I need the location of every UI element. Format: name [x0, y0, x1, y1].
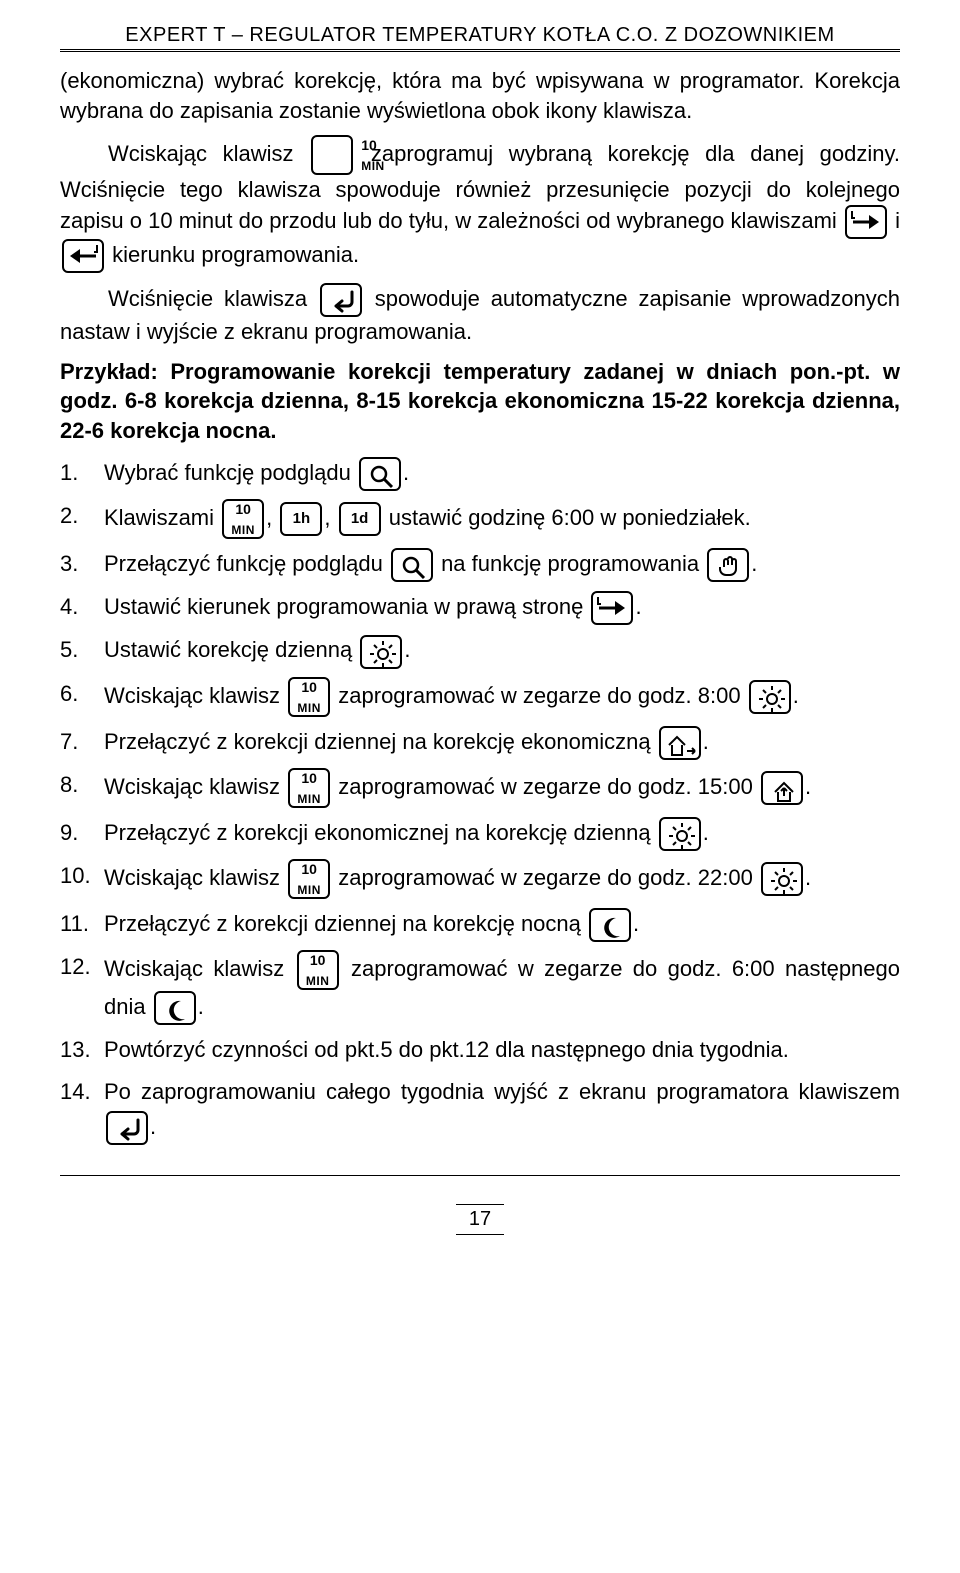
body-text: (ekonomiczna) wybrać korekcję, która ma …: [60, 66, 900, 446]
step-13: Powtórzyć czynności od pkt.5 do pkt.12 d…: [60, 1033, 900, 1067]
intro-para-2: Wciskając klawisz 10 MIN zaprogramuj wyb…: [60, 135, 900, 273]
document-page: EXPERT T – REGULATOR TEMPERATURY KOTŁA C…: [0, 0, 960, 1255]
intro-para-1: (ekonomiczna) wybrać korekcję, która ma …: [60, 66, 900, 125]
key-eco-icon: [659, 726, 701, 760]
key-house-up-icon: [761, 771, 803, 805]
header-rule: [60, 49, 900, 52]
key-1d-icon: 1d: [339, 502, 381, 536]
key-10min-icon: 10 MIN: [288, 768, 330, 808]
step-8: Wciskając klawisz 10 MIN zaprogramować w…: [60, 768, 900, 808]
key-moon-icon: [589, 908, 631, 942]
example-heading: Przykład: Programowanie korekcji tempera…: [60, 357, 900, 446]
page-header: EXPERT T – REGULATOR TEMPERATURY KOTŁA C…: [60, 24, 900, 47]
key-preview-icon: [359, 457, 401, 491]
step-9: Przełączyć z korekcji ekonomicznej na ko…: [60, 816, 900, 851]
key-10min-icon: 10 MIN: [311, 135, 353, 175]
page-number: 17: [456, 1204, 504, 1235]
key-sun-icon: [749, 680, 791, 714]
step-4: Ustawić kierunek programowania w prawą s…: [60, 590, 900, 625]
key-10min-icon: 10 MIN: [222, 499, 264, 539]
step-2: Klawiszami 10 MIN , 1h, 1d ustawić godzi…: [60, 499, 900, 539]
step-6: Wciskając klawisz 10 MIN zaprogramować w…: [60, 677, 900, 717]
step-14: Po zaprogramowaniu całego tygodnia wyjść…: [60, 1075, 900, 1144]
steps-list: Wybrać funkcję podglądu . Klawiszami 10 …: [60, 456, 900, 1145]
step-10: Wciskając klawisz 10 MIN zaprogramować w…: [60, 859, 900, 899]
key-sun-icon: [659, 817, 701, 851]
step-7: Przełączyć z korekcji dziennej na korekc…: [60, 725, 900, 760]
key-preview-icon: [391, 548, 433, 582]
key-return-icon: [320, 283, 362, 317]
step-3: Przełączyć funkcję podglądu na funkcję p…: [60, 547, 900, 582]
step-11: Przełączyć z korekcji dziennej na korekc…: [60, 907, 900, 942]
key-right-icon: [591, 591, 633, 625]
key-10min-icon: 10 MIN: [288, 677, 330, 717]
footer-rule: [60, 1175, 900, 1176]
key-return-icon: [106, 1111, 148, 1145]
intro-para-3: Wciśnięcie klawisza spowoduje automatycz…: [60, 283, 900, 347]
key-sun-icon: [761, 862, 803, 896]
key-right-icon: [845, 205, 887, 239]
key-left-icon: [62, 239, 104, 273]
key-10min-icon: 10 MIN: [297, 950, 339, 990]
key-sun-icon: [360, 635, 402, 669]
key-10min-icon: 10 MIN: [288, 859, 330, 899]
key-1h-icon: 1h: [280, 502, 322, 536]
step-5: Ustawić korekcję dzienną .: [60, 633, 900, 668]
key-program-icon: [707, 548, 749, 582]
step-1: Wybrać funkcję podglądu .: [60, 456, 900, 491]
step-12: Wciskając klawisz 10 MIN zaprogramować w…: [60, 950, 900, 1025]
key-moon-icon: [154, 991, 196, 1025]
